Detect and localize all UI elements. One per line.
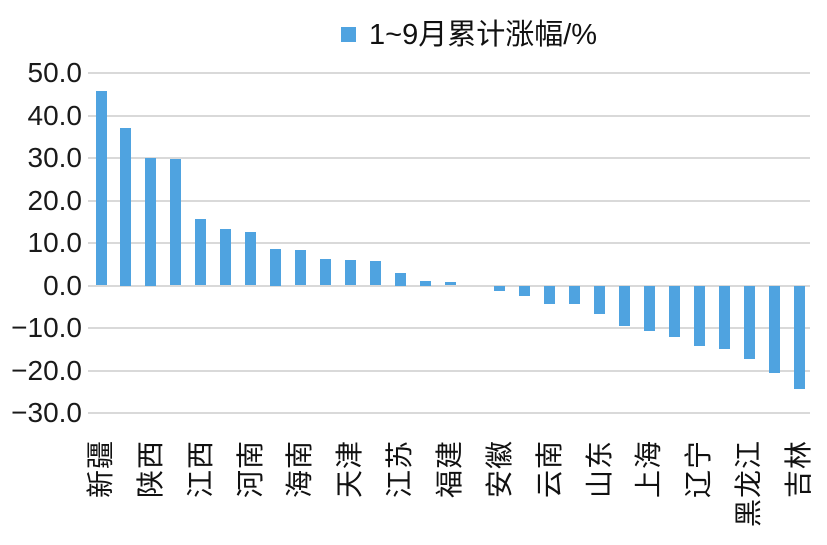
y-axis-tick-label: 20.0 <box>27 184 83 216</box>
bar-黑龙江 <box>743 285 755 360</box>
x-axis-label-福建: 福建 <box>434 440 465 499</box>
y-axis-tick-label: −10.0 <box>11 312 82 343</box>
x-axis-label-江苏: 江苏 <box>384 440 416 499</box>
x-axis-label-河南: 河南 <box>234 440 266 499</box>
bar <box>419 281 431 286</box>
bar <box>120 128 132 286</box>
bar <box>319 259 331 286</box>
bar <box>220 229 232 286</box>
x-axis-label-山东: 山东 <box>583 440 615 499</box>
gridline <box>88 369 810 372</box>
bar <box>569 285 581 305</box>
legend-label: 1~9月累计涨幅/% <box>369 19 598 51</box>
bar-云南 <box>544 285 556 304</box>
x-axis-label-陕西: 陕西 <box>134 440 166 499</box>
bar-吉林 <box>793 285 805 389</box>
bar <box>519 285 531 296</box>
bar-新疆 <box>95 91 107 286</box>
x-axis-label-吉林: 吉林 <box>783 440 814 499</box>
bar <box>619 285 630 326</box>
x-axis-label-江西: 江西 <box>184 440 216 499</box>
x-axis-label-黑龙江: 黑龙江 <box>733 440 765 528</box>
y-axis-tick-label: 10.0 <box>27 227 83 258</box>
y-axis-tick-label: 30.0 <box>27 142 83 173</box>
bar <box>718 285 730 350</box>
bar-上海 <box>643 285 655 331</box>
bar-山东 <box>594 285 606 314</box>
bar-海南 <box>294 249 306 286</box>
x-axis-label-云南: 云南 <box>533 440 565 499</box>
bar <box>170 159 182 286</box>
gridline <box>88 199 810 202</box>
bar <box>768 285 780 374</box>
bar <box>270 249 281 286</box>
y-axis-tick-label: −20.0 <box>11 354 82 386</box>
legend-marker-icon <box>341 26 356 42</box>
x-axis-label-安徽: 安徽 <box>483 440 515 499</box>
bar-福建 <box>444 281 456 286</box>
gridline <box>88 412 810 414</box>
bar-天津 <box>344 260 356 286</box>
gridline <box>88 157 810 159</box>
bar-江苏 <box>394 272 406 286</box>
y-axis-tick-label: 40.0 <box>27 99 83 131</box>
y-axis-tick-label: −30.0 <box>11 397 82 428</box>
x-axis-label-辽宁: 辽宁 <box>683 440 715 499</box>
gridline <box>88 327 810 329</box>
x-axis-label-海南: 海南 <box>284 440 316 499</box>
bar <box>668 285 680 337</box>
y-axis-tick-label: 50.0 <box>27 57 83 88</box>
gridline <box>88 114 810 117</box>
x-axis-label-天津: 天津 <box>334 440 366 499</box>
x-axis-label-新疆: 新疆 <box>85 440 116 499</box>
zero-gridline <box>88 284 810 287</box>
gridline <box>88 242 810 244</box>
bar-江西 <box>195 218 207 286</box>
gridline <box>88 72 810 74</box>
bar-安徽 <box>494 285 506 291</box>
bar-陕西 <box>145 158 157 286</box>
legend: 1~9月累计涨幅/% <box>341 11 597 53</box>
bar-河南 <box>245 231 257 286</box>
bar-辽宁 <box>693 285 705 347</box>
x-axis-label-上海: 上海 <box>633 440 665 499</box>
y-axis-tick-label: 0.0 <box>43 269 82 301</box>
bar <box>369 260 381 286</box>
